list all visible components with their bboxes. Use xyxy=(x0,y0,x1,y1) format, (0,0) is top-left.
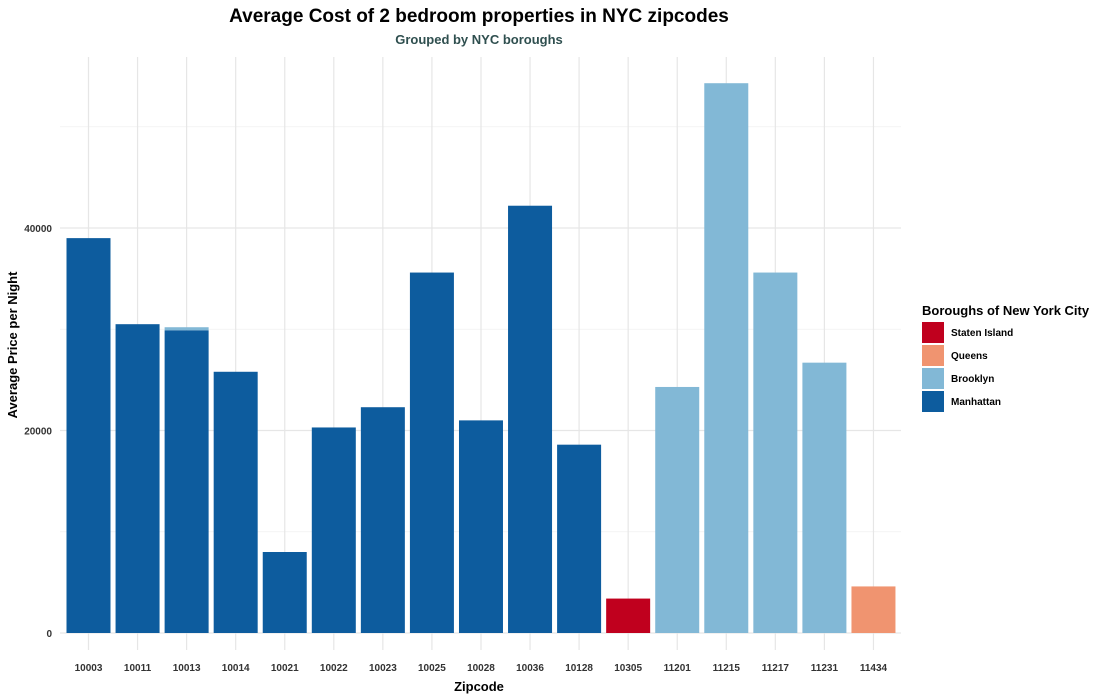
bar-10025-manhattan xyxy=(409,272,454,633)
bar-10305-staten-island xyxy=(606,598,651,633)
legend-swatch xyxy=(922,322,944,343)
chart-title: Average Cost of 2 bedroom properties in … xyxy=(229,6,729,27)
x-tick-label: 10025 xyxy=(418,663,446,674)
y-tick-label: 20000 xyxy=(24,427,52,438)
legend: Boroughs of New York City Staten Island Q… xyxy=(922,303,1090,412)
bar-11434-queens xyxy=(851,586,896,633)
x-tick-label: 10036 xyxy=(516,663,544,674)
x-tick-label: 11201 xyxy=(664,663,692,674)
bar-10022-manhattan xyxy=(311,427,356,633)
legend-title: Boroughs of New York City xyxy=(922,303,1090,318)
x-tick-label: 10028 xyxy=(467,663,495,674)
legend-swatch xyxy=(922,345,944,366)
y-axis-ticks: 0 20000 40000 xyxy=(24,224,52,640)
bar-11201-brooklyn xyxy=(655,386,700,633)
legend-label: Queens xyxy=(951,351,988,362)
y-axis-title: Average Price per Night xyxy=(5,271,20,419)
x-tick-label: 10128 xyxy=(565,663,593,674)
x-tick-label: 11434 xyxy=(860,663,888,674)
legend-label: Staten Island xyxy=(951,328,1013,339)
chart-subtitle: Grouped by NYC boroughs xyxy=(395,32,563,47)
bar-10013-manhattan xyxy=(164,330,209,633)
x-tick-label: 10023 xyxy=(369,663,397,674)
legend-swatch xyxy=(922,391,944,412)
bar-10128-manhattan xyxy=(557,444,602,633)
bar-10021-manhattan xyxy=(262,552,307,633)
bar-10003-manhattan xyxy=(66,238,111,633)
x-tick-label: 10003 xyxy=(75,663,103,674)
y-tick-label: 0 xyxy=(46,629,52,640)
x-tick-label: 10013 xyxy=(173,663,201,674)
bar-11217-brooklyn xyxy=(753,272,798,633)
bar-11231-brooklyn xyxy=(802,362,847,633)
bar-11215-brooklyn xyxy=(704,83,749,633)
x-tick-label: 10022 xyxy=(320,663,348,674)
bars xyxy=(66,83,896,633)
x-axis-title: Zipcode xyxy=(454,679,504,694)
x-tick-label: 11215 xyxy=(713,663,741,674)
x-tick-label: 11231 xyxy=(811,663,839,674)
x-axis-ticks: 10003 10011 10013 10014 10021 10022 10023 10025… xyxy=(75,663,888,674)
x-tick-label: 10011 xyxy=(124,663,152,674)
legend-label: Brooklyn xyxy=(951,374,994,385)
y-tick-label: 40000 xyxy=(24,224,52,235)
x-tick-label: 10021 xyxy=(271,663,299,674)
bar-10023-manhattan xyxy=(360,407,405,633)
x-tick-label: 10305 xyxy=(614,663,642,674)
bar-10014-manhattan xyxy=(213,371,258,633)
bar-10028-manhattan xyxy=(458,420,503,633)
bar-10013-brooklyn xyxy=(164,327,209,331)
bar-10011-manhattan xyxy=(115,324,160,633)
legend-swatch xyxy=(922,368,944,389)
x-tick-label: 10014 xyxy=(222,663,250,674)
x-tick-label: 11217 xyxy=(762,663,790,674)
bar-10036-manhattan xyxy=(508,205,553,633)
legend-label: Manhattan xyxy=(951,397,1001,408)
